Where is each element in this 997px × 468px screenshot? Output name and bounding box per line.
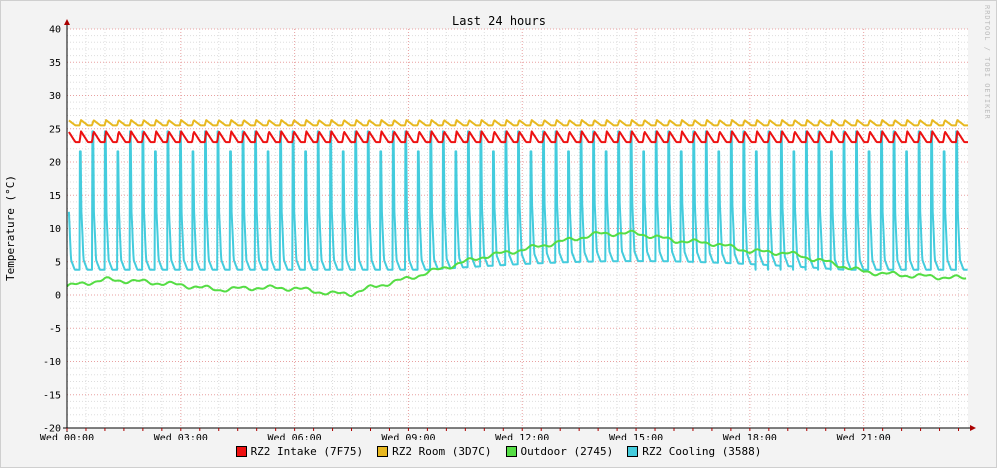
legend-label: Outdoor (2745): [520, 445, 614, 458]
legend-item: RZ2 Room (3D7C): [377, 445, 492, 458]
legend: RZ2 Intake (7F75) RZ2 Room (3D7C) Outdoor …: [0, 445, 997, 458]
chart-title: Last 24 hours: [452, 14, 546, 28]
y-tick-label: 10: [49, 224, 61, 235]
x-tick-label: Wed 15:00: [609, 433, 663, 440]
y-tick-label: -5: [49, 324, 61, 335]
plot-area: [66, 119, 969, 298]
x-tick-label: Wed 00:00: [40, 433, 94, 440]
y-tick-label: 30: [49, 91, 61, 102]
y-tick-label: 35: [49, 58, 61, 69]
legend-swatch: [627, 446, 639, 457]
legend-item: RZ2 Cooling (3588): [627, 445, 761, 458]
x-tick-label: Wed 03:00: [154, 433, 208, 440]
temperature-chart: Last 24 hours Temperature (°C) RRDTOOL /…: [4, 5, 991, 440]
legend-label: RZ2 Cooling (3588): [642, 445, 762, 458]
y-axis-arrow: [64, 19, 70, 25]
watermark: RRDTOOL / TOBI OETIKER: [983, 5, 991, 120]
x-tick-label: Wed 09:00: [381, 433, 435, 440]
y-tick-label: 0: [55, 291, 61, 302]
y-tick-label: 20: [49, 158, 61, 169]
x-tick-label: Wed 21:00: [837, 433, 891, 440]
y-tick-label: 25: [49, 124, 61, 135]
y-axis-label: Temperature (°C): [4, 175, 17, 281]
y-tick-label: -10: [43, 357, 61, 368]
x-axis-arrow: [970, 425, 976, 431]
legend-item: RZ2 Intake (7F75): [235, 445, 364, 458]
series-line-3: [67, 130, 969, 271]
legend-label: RZ2 Intake (7F75): [250, 445, 364, 458]
legend-swatch: [505, 446, 517, 457]
legend-swatch: [235, 446, 247, 457]
legend-item: Outdoor (2745): [505, 445, 614, 458]
y-tick-label: 5: [55, 257, 61, 268]
series-line-1: [68, 119, 969, 127]
y-tick-label: -15: [43, 390, 61, 401]
y-tick-label: 15: [49, 191, 61, 202]
legend-label: RZ2 Room (3D7C): [392, 445, 492, 458]
y-tick-label: 40: [49, 25, 61, 36]
y-tick-label: -20: [43, 424, 61, 435]
series-line-0: [68, 130, 969, 144]
x-tick-label: Wed 06:00: [268, 433, 322, 440]
legend-swatch: [377, 446, 389, 457]
x-tick-label: Wed 12:00: [495, 433, 549, 440]
series-line-2: [66, 229, 967, 298]
axes: -20 -15 -10 -5 0 5 10 15 20 25 30 35 40 Wed 00:00 Wed …: [40, 19, 976, 440]
x-tick-label: Wed 18:00: [723, 433, 777, 440]
